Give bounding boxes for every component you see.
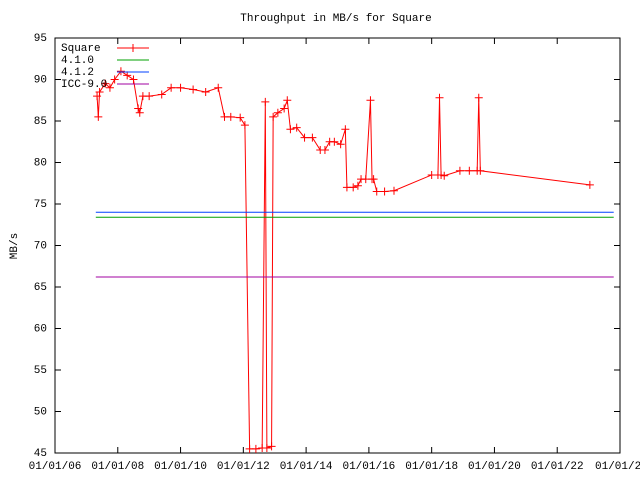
point-marker (280, 104, 289, 113)
point-marker (273, 108, 282, 117)
point-marker (267, 442, 276, 451)
y-tick-label: 90 (34, 74, 47, 86)
point-marker (349, 183, 358, 192)
x-tick-label: 01/01/08 (91, 461, 144, 473)
point-marker (189, 85, 198, 94)
point-marker (145, 92, 154, 101)
point-marker (465, 166, 474, 175)
point-marker (369, 175, 378, 184)
legend-label: ICC-9.0 (61, 79, 107, 91)
y-axis-label: MB/s (9, 233, 21, 259)
point-marker (336, 140, 345, 149)
series-line (96, 70, 590, 450)
plot-frame (54, 37, 621, 454)
point-marker (390, 186, 398, 195)
point-marker (214, 83, 223, 92)
point-marker (135, 108, 144, 117)
y-tick-label: 85 (34, 116, 47, 128)
y-tick-label: 70 (34, 240, 47, 252)
point-marker (283, 96, 292, 105)
point-marker (455, 166, 464, 175)
legend-label: Square (61, 43, 101, 55)
point-marker (101, 79, 110, 88)
x-tick-label: 01/01/18 (405, 461, 458, 473)
x-tick-label: 01/01/22 (531, 461, 584, 473)
y-tick-label: 75 (34, 199, 47, 211)
point-marker (236, 113, 245, 122)
y-tick-label: 65 (34, 282, 47, 294)
point-marker (341, 125, 350, 134)
point-marker (366, 96, 375, 105)
y-tick-label: 45 (34, 448, 47, 460)
point-marker (269, 112, 278, 121)
y-tick-label: 55 (34, 365, 47, 377)
point-marker (440, 171, 449, 180)
y-tick-label: 95 (34, 33, 47, 45)
point-marker (116, 67, 125, 76)
point-marker (308, 133, 317, 142)
point-marker (105, 83, 114, 92)
point-marker (476, 166, 485, 175)
point-marker (261, 97, 270, 106)
point-marker (134, 104, 143, 113)
point-marker (300, 133, 309, 142)
legend-marker (129, 44, 137, 52)
point-marker (372, 187, 381, 196)
point-marker (585, 180, 594, 189)
point-marker (201, 87, 210, 96)
point-marker (167, 83, 176, 92)
point-marker (129, 75, 138, 84)
point-marker (93, 92, 102, 101)
point-marker (123, 71, 132, 80)
point-marker (286, 125, 295, 134)
y-tick-label: 50 (34, 406, 47, 418)
point-marker (226, 112, 235, 121)
y-tick-label: 80 (34, 157, 47, 169)
point-marker (262, 444, 271, 453)
point-marker (157, 90, 166, 99)
point-marker (240, 121, 249, 130)
point-marker (380, 187, 389, 196)
point-marker (94, 112, 103, 121)
point-marker (435, 93, 444, 102)
point-marker (95, 87, 104, 96)
point-marker (474, 93, 483, 102)
x-tick-label: 01/01/16 (342, 461, 395, 473)
point-marker (251, 444, 260, 453)
x-tick-label: 01/01/10 (154, 461, 207, 473)
x-tick-label: 01/01/12 (217, 461, 270, 473)
point-marker (330, 137, 339, 146)
point-marker (110, 75, 119, 84)
x-tick-label: 01/01/20 (468, 461, 521, 473)
x-tick-label: 01/01/2 (595, 461, 640, 473)
chart-title: Throughput in MB/s for Square (240, 13, 431, 25)
legend-label: 4.1.2 (61, 67, 94, 79)
point-marker (176, 83, 185, 92)
y-tick-label: 60 (34, 323, 47, 335)
point-marker (353, 181, 362, 190)
legend-label: 4.1.0 (61, 55, 94, 67)
point-marker (320, 146, 329, 155)
x-tick-label: 01/01/14 (280, 461, 333, 473)
x-tick-label: 01/01/06 (29, 461, 82, 473)
point-marker (292, 123, 301, 132)
